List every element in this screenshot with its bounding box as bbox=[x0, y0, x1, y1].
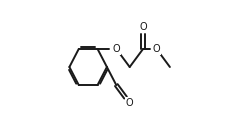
Text: O: O bbox=[139, 22, 147, 32]
Text: O: O bbox=[153, 44, 160, 54]
Text: O: O bbox=[112, 44, 120, 54]
Text: O: O bbox=[126, 98, 134, 108]
